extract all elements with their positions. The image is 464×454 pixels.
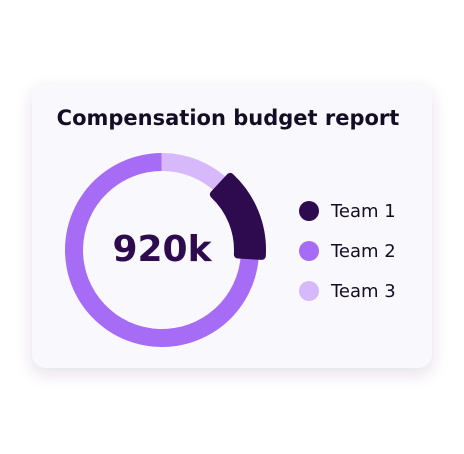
center-label: 920k — [112, 229, 212, 270]
legend-swatch — [299, 201, 319, 221]
legend-swatch — [299, 281, 319, 301]
legend-label: Team 1 — [330, 201, 396, 222]
donut-segment — [209, 172, 266, 260]
donut-segment — [161, 153, 229, 193]
legend-label: Team 3 — [330, 281, 396, 302]
legend-label: Team 2 — [330, 241, 396, 262]
card-title: Compensation budget report — [57, 106, 400, 130]
donut — [65, 153, 266, 347]
legend-swatch — [299, 241, 319, 261]
legend: Team 1 Team 2 Team 3 — [299, 201, 396, 302]
